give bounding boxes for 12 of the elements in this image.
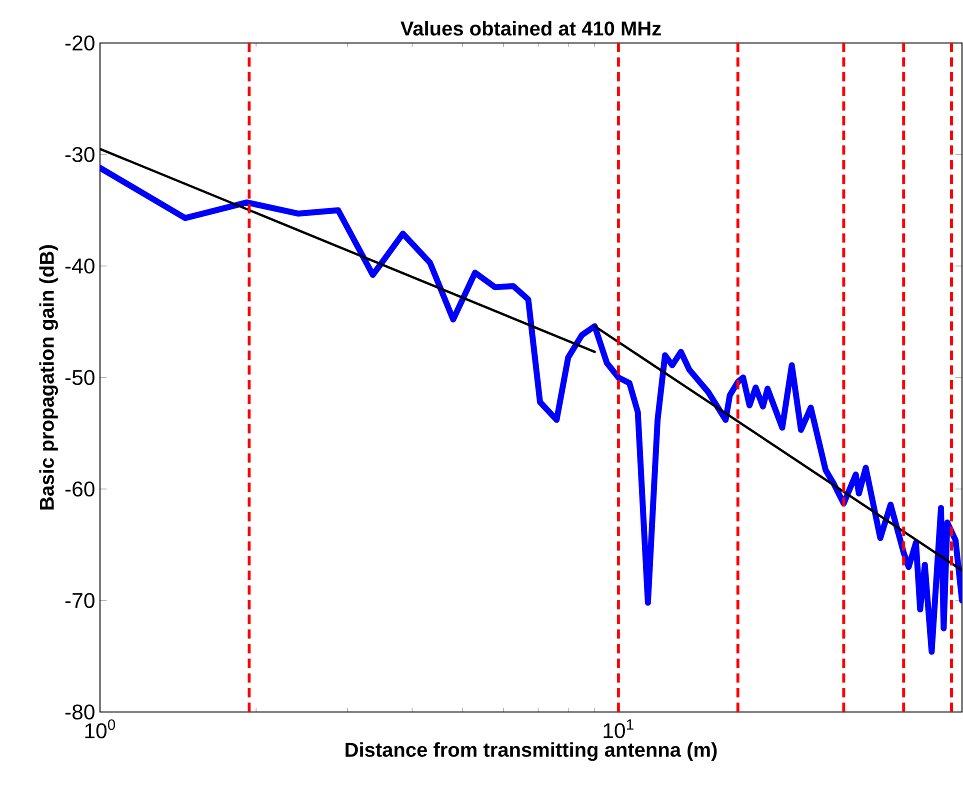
y-tick-label: -60 bbox=[65, 481, 94, 497]
x-axis-title: Distance from transmitting antenna (m) bbox=[346, 742, 717, 761]
x-tick-label: 10$^{1}$ bbox=[604, 719, 634, 738]
chart-title: Values obtained at 410 MHz bbox=[400, 20, 661, 36]
y-tick-label: -20 bbox=[65, 35, 94, 51]
y-tick-label: -40 bbox=[65, 258, 94, 274]
y-tick-label: -50 bbox=[65, 370, 94, 386]
y-tick-label: -30 bbox=[65, 146, 94, 162]
x-tick-label: 10$^{0}$ bbox=[85, 719, 116, 738]
y-axis-title: Basic propagation gain (dB) bbox=[39, 245, 58, 510]
y-tick-label: -80 bbox=[65, 704, 94, 720]
y-tick-label: -70 bbox=[65, 592, 94, 608]
